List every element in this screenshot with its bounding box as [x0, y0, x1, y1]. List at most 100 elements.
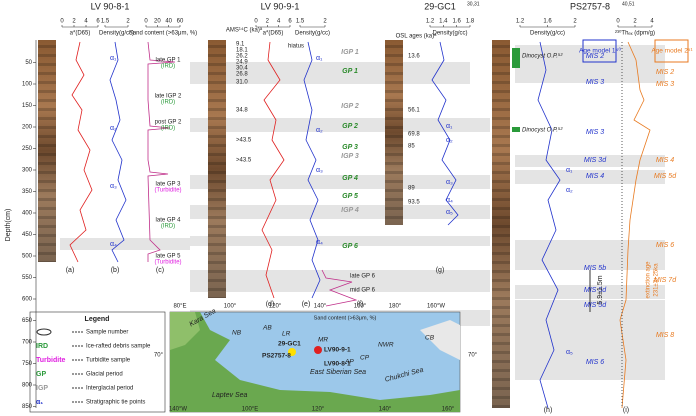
lon-label: 140°W — [169, 407, 187, 413]
lon-label: 100° — [224, 304, 237, 310]
period-label: GP 3 — [342, 144, 358, 151]
legend-key: IGP — [36, 385, 48, 392]
core-label: LV90-9-1 — [324, 347, 351, 354]
shape — [38, 40, 56, 262]
axis-label: Density(g/cc) — [99, 31, 134, 37]
y-tick-label: 150 — [22, 103, 33, 109]
legend-item: Interglacial period — [86, 386, 133, 392]
y-tick-label: 750 — [22, 361, 33, 367]
mis-label: MIS 5d — [654, 173, 677, 180]
shape — [515, 155, 665, 167]
note: Dinocyst O.P.⁵² — [522, 127, 563, 134]
shape — [190, 175, 490, 189]
legend-title: Legend — [85, 316, 110, 323]
legend-item: Glacial period — [86, 372, 123, 378]
lat-label: 70° — [154, 353, 164, 359]
tie-point: α₅ — [446, 209, 453, 216]
y-tick-label: 800 — [22, 383, 33, 389]
note: 5.9±1.5m — [597, 275, 604, 304]
panel-letter: (g) — [436, 267, 445, 274]
shape — [512, 48, 520, 68]
y-tick-label: 650 — [22, 318, 33, 324]
axis-label: a*(D65) — [263, 31, 284, 37]
panel-letter: (c) — [156, 267, 164, 274]
period-label: IGP 2 — [341, 103, 359, 110]
panel-title: 29-GC1 — [424, 1, 456, 11]
tie-point: α₃ — [316, 167, 323, 174]
y-tick-label: 50 — [25, 60, 32, 66]
x-tick-label: 1.2 — [426, 19, 435, 25]
x-tick-label: 0 — [616, 19, 620, 25]
x-tick-label: 0 — [60, 19, 64, 25]
lon-label: 120° — [312, 407, 325, 413]
lon-label: 180° — [389, 304, 402, 310]
region-label: CB — [425, 335, 435, 342]
legend-key: α₁ — [36, 399, 43, 406]
sample-label: (Turbidite) — [154, 188, 181, 194]
panel-letter: (i) — [623, 407, 629, 414]
tie-point: α₂ — [316, 127, 323, 134]
y-tick-label: 400 — [22, 211, 33, 217]
x-tick-label: 2 — [126, 19, 130, 25]
sample-label: (Turbidite) — [154, 260, 181, 266]
shape — [492, 40, 510, 408]
y-tick-label: 500 — [22, 254, 33, 260]
shape — [582, 39, 617, 63]
tie-point: α₃ — [110, 183, 117, 190]
age-model: Age model 1⁴⁰ — [579, 47, 621, 55]
age-label: 56.1 — [408, 108, 420, 114]
age-model: Age model 2⁵¹ — [651, 48, 693, 55]
shape — [69, 41, 93, 263]
sea-label: Laptev Sea — [212, 392, 248, 399]
mis-label: MIS 3 — [586, 129, 604, 136]
sample-label: late GP 1 — [156, 58, 182, 64]
period-label: GP 6 — [342, 243, 358, 250]
age-label: 30.4 — [236, 66, 248, 72]
age-label: 34.8 — [236, 108, 248, 114]
region-label: LR — [282, 331, 291, 338]
sample-label: (IRD) — [161, 126, 175, 132]
mis-label: MIS 4 — [656, 157, 674, 164]
sea-label: East Siberian Sea — [310, 369, 366, 376]
shape — [190, 270, 490, 292]
core-label: 29-GC1 — [278, 341, 301, 348]
sample-label: late GP 5 — [156, 254, 182, 260]
sample-label: post GP 2 — [155, 120, 182, 126]
shape — [190, 205, 490, 219]
legend-item: Stratigraphic tie points — [86, 400, 145, 406]
ref: 40,51 — [622, 1, 635, 7]
shape — [190, 236, 490, 246]
panel-letter: (a) — [66, 267, 75, 274]
age-label: 85 — [408, 144, 415, 150]
period-label: IGP 4 — [341, 207, 359, 214]
sample-label: mid GP 6 — [350, 288, 376, 294]
shape — [288, 348, 296, 356]
x-tick-label: 20 — [154, 19, 161, 25]
shape — [190, 62, 470, 84]
period-label: GP 2 — [342, 123, 358, 130]
x-tick-label: 6 — [288, 19, 292, 25]
period-label: IGP 1 — [341, 49, 359, 56]
tie-point: α₂ — [110, 125, 117, 132]
legend-item: Ice-rafted debris sample — [86, 344, 151, 350]
panel-letter: (b) — [111, 267, 120, 274]
shape — [109, 41, 127, 263]
x-tick-label: 4 — [650, 19, 654, 25]
age-label: 13.6 — [408, 54, 420, 60]
age-label: 26.2 — [236, 54, 248, 60]
sample-label: (IRD) — [161, 224, 175, 230]
y-tick-label: 100 — [22, 82, 33, 88]
lon-label: 160° — [354, 304, 367, 310]
ref: 30,31 — [467, 1, 480, 7]
age-label: >43.5 — [236, 138, 252, 144]
legend-key: IRD — [36, 343, 48, 350]
age-label: 24.9 — [236, 60, 248, 66]
y-tick-label: 850 — [22, 404, 33, 410]
period-label: IGP 3 — [341, 153, 359, 160]
sample-label: late GP 3 — [156, 182, 182, 188]
panel-title: LV 90-8-1 — [91, 1, 130, 11]
x-tick-label: 1.2 — [516, 19, 525, 25]
note: extinction age — [646, 261, 652, 299]
axis-label: Sand content (>63μm, %) — [129, 31, 197, 37]
lon-label: 140° — [314, 304, 327, 310]
